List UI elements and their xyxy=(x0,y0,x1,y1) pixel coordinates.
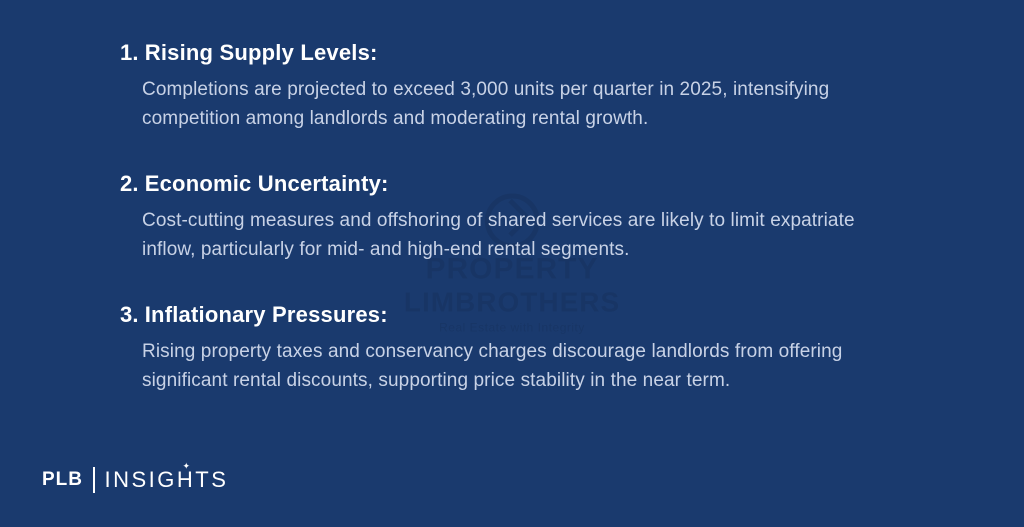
footer-logo: PLB INSIGHTS ✦ xyxy=(42,467,228,493)
list-item: 3. Inflationary Pressures: Rising proper… xyxy=(120,302,904,395)
item-heading: 3. Inflationary Pressures: xyxy=(120,302,904,328)
logo-product: INSIGHTS ✦ xyxy=(105,467,229,493)
item-body: Cost-cutting measures and offshoring of … xyxy=(120,207,904,264)
item-title: Rising Supply Levels: xyxy=(145,40,378,66)
item-title: Economic Uncertainty: xyxy=(145,171,389,197)
item-body: Completions are projected to exceed 3,00… xyxy=(120,76,904,133)
item-number: 3. xyxy=(120,302,139,328)
logo-product-text: INSIGHTS xyxy=(105,467,229,492)
list-item: 1. Rising Supply Levels: Completions are… xyxy=(120,40,904,133)
logo-brand: PLB xyxy=(42,469,83,491)
logo-divider xyxy=(93,467,95,493)
item-title: Inflationary Pressures: xyxy=(145,302,388,328)
list-item: 2. Economic Uncertainty: Cost-cutting me… xyxy=(120,171,904,264)
content-list: 1. Rising Supply Levels: Completions are… xyxy=(0,0,1024,395)
item-heading: 1. Rising Supply Levels: xyxy=(120,40,904,66)
spark-icon: ✦ xyxy=(183,461,193,472)
item-number: 2. xyxy=(120,171,139,197)
item-number: 1. xyxy=(120,40,139,66)
item-heading: 2. Economic Uncertainty: xyxy=(120,171,904,197)
item-body: Rising property taxes and conservancy ch… xyxy=(120,338,904,395)
